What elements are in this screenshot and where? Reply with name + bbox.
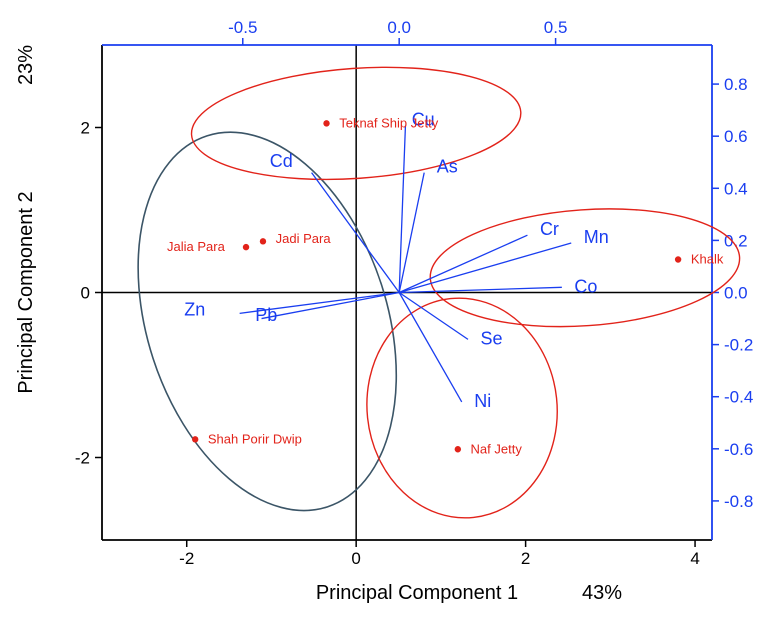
tick-label-bottom: 4	[690, 549, 699, 568]
tick-label-right: -0.2	[724, 336, 753, 355]
tick-label-top: 0.0	[387, 18, 411, 37]
score-point-label: Jadi Para	[276, 231, 332, 246]
score-point	[243, 244, 249, 250]
tick-label-left: 0	[81, 284, 90, 303]
loading-label: Ni	[474, 391, 491, 411]
loading-label: Cr	[540, 219, 559, 239]
tick-label-right: 0.2	[724, 231, 748, 250]
loading-label: Cd	[270, 151, 293, 171]
pc2-pct-label: 23%	[15, 45, 37, 85]
score-point	[455, 446, 461, 452]
tick-label-bottom: 2	[521, 549, 530, 568]
tick-label-right: 0.4	[724, 179, 748, 198]
tick-label-right: -0.8	[724, 492, 753, 511]
y-axis-title: Principal Component 2	[15, 191, 37, 393]
tick-label-right: 0.8	[724, 75, 748, 94]
score-point-label: Shah Porir Dwip	[208, 431, 302, 446]
tick-label-bottom: -2	[179, 549, 194, 568]
pca-biplot: -2 0 2 4 -2 0 2 -0.5 0.0 0.5 -0.8 -0.6 -0.4 -0.2 0.0 0.…	[0, 0, 762, 619]
tick-label-top: 0.5	[544, 18, 568, 37]
tick-label-left: 2	[81, 119, 90, 138]
score-point-label: Khalk	[691, 252, 724, 267]
loading-label: Mn	[584, 227, 609, 247]
tick-label-right: 0.0	[724, 284, 748, 303]
x-axis-title: Principal Component 1	[316, 582, 518, 604]
score-point	[260, 238, 266, 244]
tick-label-left: -2	[75, 449, 90, 468]
score-point	[192, 436, 198, 442]
tick-label-bottom: 0	[351, 549, 360, 568]
tick-label-right: -0.4	[724, 388, 753, 407]
pc1-pct-label: 43%	[582, 582, 622, 604]
loading-label: As	[437, 156, 458, 176]
score-point	[323, 120, 329, 126]
loading-label: Pb	[255, 305, 277, 325]
tick-label-top: -0.5	[228, 18, 257, 37]
score-point-label: Teknaf Ship Jetty	[339, 115, 438, 130]
loading-label: Co	[574, 276, 597, 296]
tick-label-right: 0.6	[724, 127, 748, 146]
score-point	[675, 256, 681, 262]
tick-label-right: -0.6	[724, 440, 753, 459]
score-point-label: Jalia Para	[167, 239, 226, 254]
loading-label: Se	[481, 328, 503, 348]
loading-label: Zn	[184, 300, 205, 320]
score-point-label: Naf Jetty	[471, 441, 523, 456]
